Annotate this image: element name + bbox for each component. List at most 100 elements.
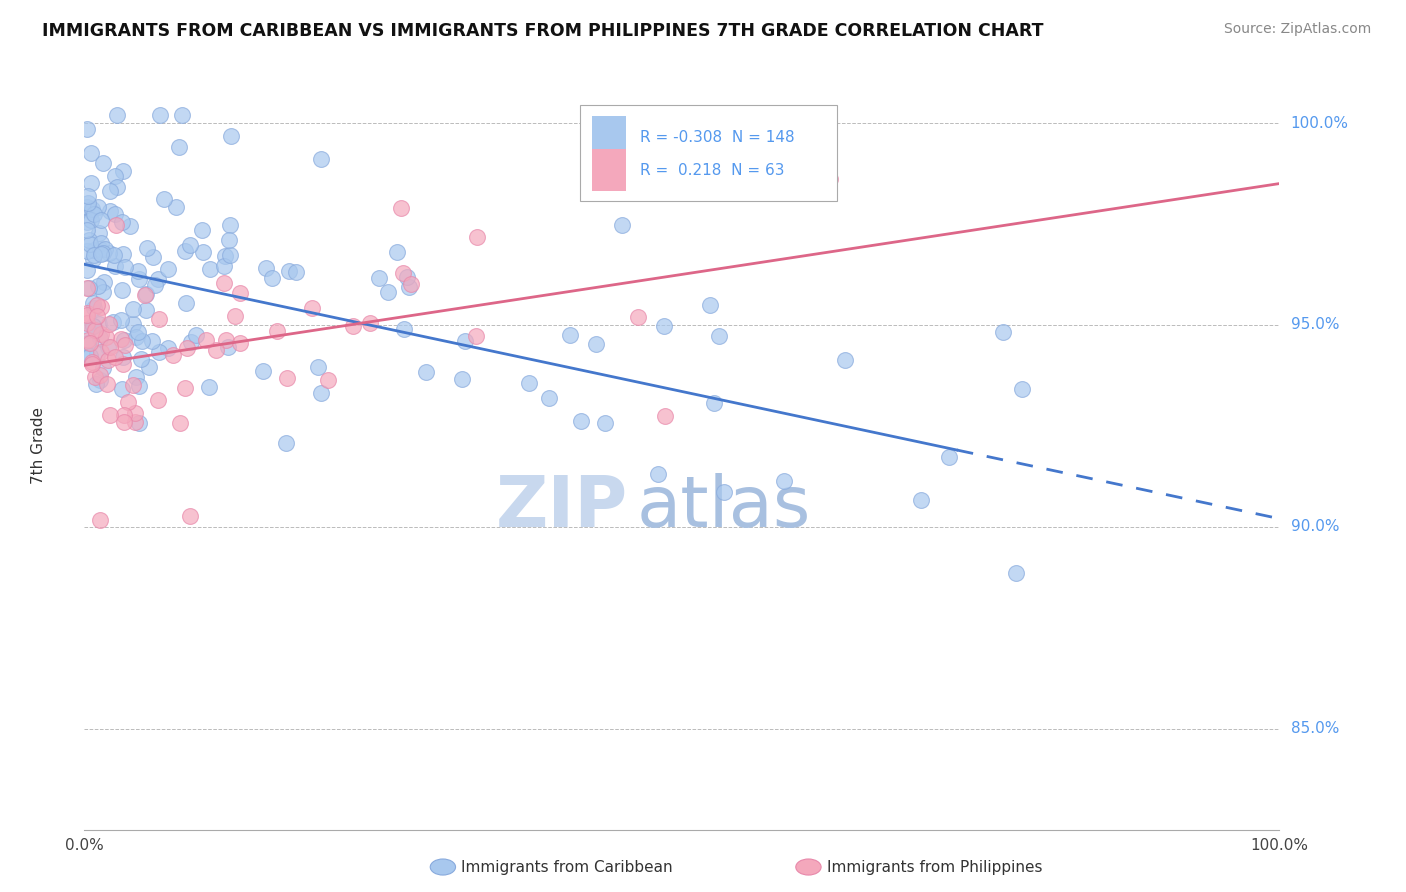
FancyBboxPatch shape — [581, 104, 838, 201]
Point — [218, 233, 240, 247]
Point — [97, 245, 120, 260]
Point — [82, 295, 104, 310]
Point — [180, 334, 202, 349]
Point — [77, 233, 100, 247]
Text: 90.0%: 90.0% — [1291, 519, 1339, 534]
Point — [118, 219, 141, 234]
Point — [111, 163, 134, 178]
Point — [117, 395, 139, 409]
FancyBboxPatch shape — [592, 149, 626, 191]
Point — [79, 349, 101, 363]
Point — [91, 245, 114, 260]
Point — [214, 249, 236, 263]
Point — [585, 336, 607, 351]
Point — [82, 318, 104, 333]
Point — [76, 306, 98, 320]
Point — [84, 323, 107, 337]
Point — [143, 277, 166, 292]
Point — [76, 263, 98, 277]
Point — [652, 318, 675, 333]
Point — [98, 203, 121, 218]
Point — [93, 285, 115, 299]
Point — [818, 172, 841, 186]
Point — [318, 373, 340, 387]
Point — [101, 315, 124, 329]
Text: 95.0%: 95.0% — [1291, 318, 1339, 333]
Point — [91, 155, 114, 169]
Text: Immigrants from Caribbean: Immigrants from Caribbean — [461, 860, 673, 874]
Point — [76, 122, 98, 136]
Point — [77, 281, 100, 295]
Point — [127, 264, 149, 278]
Point — [128, 416, 150, 430]
Point — [79, 146, 101, 161]
Point — [129, 352, 152, 367]
Point — [593, 416, 616, 430]
Point — [94, 330, 117, 344]
Point — [128, 379, 150, 393]
Point — [654, 409, 676, 423]
Point — [156, 262, 179, 277]
Point — [110, 313, 132, 327]
Point — [98, 340, 121, 354]
Point — [82, 252, 104, 266]
Point — [80, 176, 103, 190]
Point — [125, 370, 148, 384]
Point — [284, 265, 307, 279]
Point — [165, 200, 187, 214]
Point — [197, 380, 219, 394]
Point — [121, 317, 143, 331]
Point — [107, 180, 129, 194]
Point — [114, 260, 136, 274]
Point — [184, 328, 207, 343]
Point — [260, 271, 283, 285]
Point — [169, 417, 191, 431]
Point — [76, 223, 98, 237]
Point — [148, 312, 170, 326]
Point — [219, 247, 242, 261]
Point — [89, 368, 111, 382]
Point — [134, 288, 156, 302]
Point — [517, 376, 540, 391]
Point — [146, 272, 169, 286]
Point — [82, 202, 104, 216]
Point — [103, 248, 125, 262]
Point — [86, 200, 108, 214]
Text: 7th Grade: 7th Grade — [31, 408, 46, 484]
Point — [98, 408, 121, 422]
Point — [307, 360, 329, 375]
Point — [938, 450, 960, 464]
Point — [104, 259, 127, 273]
Point — [229, 285, 252, 300]
Point — [148, 345, 170, 359]
Point — [772, 474, 794, 488]
Point — [392, 266, 415, 280]
Point — [301, 301, 323, 316]
Point — [569, 414, 592, 428]
Point — [276, 371, 298, 385]
Point — [252, 363, 274, 377]
Point — [910, 492, 932, 507]
Point — [377, 285, 399, 300]
Point — [212, 276, 235, 290]
FancyBboxPatch shape — [592, 116, 626, 159]
Point — [80, 213, 103, 227]
Point — [111, 357, 134, 371]
Point — [127, 325, 149, 339]
Point — [90, 300, 112, 314]
Point — [86, 309, 108, 323]
Point — [699, 298, 721, 312]
Point — [1011, 382, 1033, 396]
Point — [135, 241, 157, 255]
Point — [309, 386, 332, 401]
Point — [465, 329, 488, 343]
Point — [83, 248, 105, 262]
Point — [415, 365, 437, 379]
Point — [91, 361, 114, 376]
Point — [82, 318, 104, 333]
Point — [90, 326, 112, 341]
Point — [111, 382, 134, 396]
Point — [254, 260, 277, 275]
Point — [93, 276, 115, 290]
Point — [276, 436, 298, 450]
